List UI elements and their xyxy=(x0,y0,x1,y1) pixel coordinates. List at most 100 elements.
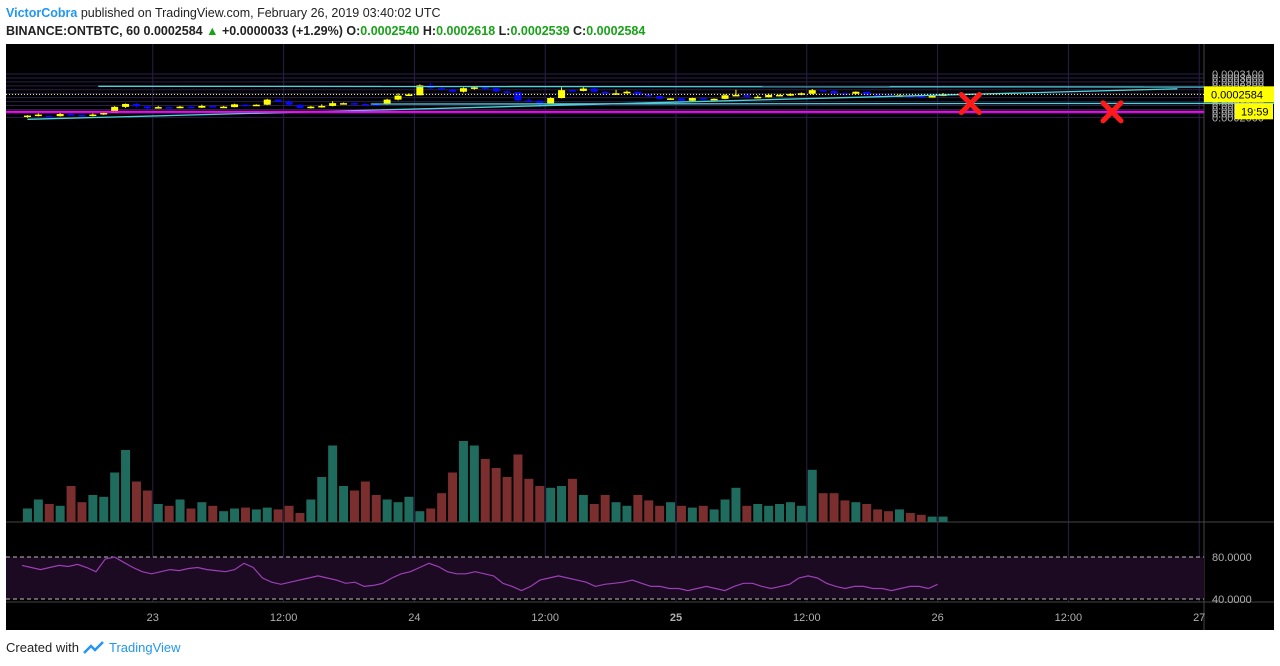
author-link[interactable]: VictorCobra xyxy=(6,6,78,20)
volume-bar xyxy=(393,502,403,522)
candle-body xyxy=(143,106,151,109)
candle-body xyxy=(372,104,380,106)
cross-stroke xyxy=(1100,100,1124,124)
ohlc-line: BINANCE:ONTBTC, 60 0.0002584 ▲ +0.000003… xyxy=(6,22,645,40)
volume-bar xyxy=(840,500,850,522)
rsi-line xyxy=(21,556,938,592)
chart-canvas[interactable]: 0.00031000.00030000.00029000.00028000.00… xyxy=(6,44,1280,630)
candle-body xyxy=(928,96,936,98)
volume-bar xyxy=(295,513,305,522)
price-tick-label: 0.0003100 xyxy=(1212,69,1264,81)
candle-body xyxy=(754,96,762,99)
volume-bar xyxy=(131,481,141,522)
volume-bar xyxy=(480,459,490,522)
time-tick-label: 25 xyxy=(670,612,682,624)
rsi-tick-label: 40.0000 xyxy=(1212,594,1252,606)
volume-bar xyxy=(796,505,806,522)
candle-body xyxy=(634,91,642,95)
volume-bar xyxy=(676,505,686,522)
time-tick-label: 24 xyxy=(408,612,420,624)
volume-bar xyxy=(360,481,370,522)
volume-bar xyxy=(698,505,708,522)
volume-bar xyxy=(894,509,904,522)
volume-bar xyxy=(415,511,425,522)
volume-bar xyxy=(22,508,32,522)
volume-bar xyxy=(622,505,632,522)
volume-bar xyxy=(426,508,436,522)
candle-body xyxy=(776,94,784,97)
volume-bar xyxy=(807,469,817,522)
volume-bar xyxy=(589,504,599,522)
volume-bar xyxy=(55,505,65,522)
volume-bar xyxy=(77,502,87,522)
candle-body xyxy=(89,114,97,117)
volume-bar xyxy=(753,504,763,522)
resistance-line xyxy=(98,85,1280,88)
candle-body xyxy=(492,88,500,92)
candle-body xyxy=(405,94,413,96)
candle-body xyxy=(808,90,816,94)
candle-body xyxy=(307,106,315,109)
candle-body xyxy=(623,91,631,94)
volume-bar xyxy=(546,487,556,522)
volume-bar xyxy=(33,499,43,522)
volume-bar xyxy=(720,499,730,522)
volume-bar xyxy=(437,493,447,522)
candle-body xyxy=(209,105,217,108)
volume-bar xyxy=(873,509,883,522)
candle-body xyxy=(579,88,587,91)
candle-body xyxy=(841,93,849,95)
volume-bar xyxy=(349,490,359,522)
cross-stroke xyxy=(958,92,982,116)
price-tick-label: 0.0002900 xyxy=(1212,77,1264,89)
candle-body xyxy=(590,88,598,92)
volume-bar xyxy=(884,511,894,522)
volume-bar xyxy=(851,502,861,522)
candle-body xyxy=(340,103,348,105)
candle-body xyxy=(78,114,86,117)
candle-body xyxy=(601,91,609,94)
volume-bar xyxy=(66,486,76,522)
candle-body xyxy=(645,94,653,97)
close-value: 0.0002584 xyxy=(586,24,646,38)
tradingview-brand[interactable]: TradingView xyxy=(108,640,181,655)
candle-body xyxy=(274,99,282,102)
published-text: published on TradingView.com, February 2… xyxy=(80,6,441,20)
volume-bar xyxy=(328,445,338,522)
candle-body xyxy=(819,90,827,92)
candle-body xyxy=(547,98,555,104)
volume-bar xyxy=(230,508,240,522)
volume-bar xyxy=(208,505,218,522)
volume-bar xyxy=(862,504,872,522)
time-tick-label: 12:00 xyxy=(531,612,559,624)
volume-bar xyxy=(818,493,828,522)
symbol-label: BINANCE:ONTBTC, 60 xyxy=(6,24,141,38)
rsi-band xyxy=(6,557,1204,599)
candle-body xyxy=(241,104,249,107)
support-line xyxy=(370,102,1280,105)
candle-body xyxy=(176,106,184,109)
candle-body xyxy=(568,90,576,92)
candle-body xyxy=(34,114,42,117)
publish-line: VictorCobra published on TradingView.com… xyxy=(6,4,645,22)
volume-bar xyxy=(219,511,229,522)
volume-bar xyxy=(927,516,937,522)
candle-body xyxy=(863,91,871,95)
candle-body xyxy=(688,98,696,101)
volume-bar xyxy=(273,509,283,522)
candle-body xyxy=(198,105,206,108)
candle-body xyxy=(470,87,478,89)
candle-body xyxy=(56,113,64,117)
volume-bar xyxy=(655,505,665,522)
volume-bar xyxy=(469,445,479,522)
candle-body xyxy=(394,95,402,100)
volume-bar xyxy=(142,490,152,522)
candle-body xyxy=(732,94,740,97)
candle-body xyxy=(656,96,664,99)
candle-body xyxy=(536,100,544,104)
chart-area[interactable]: 0.00031000.00030000.00029000.00028000.00… xyxy=(6,44,1280,630)
candle-body xyxy=(23,115,31,118)
candle-body xyxy=(45,115,53,118)
volume-bar xyxy=(535,486,545,522)
chart-header: VictorCobra published on TradingView.com… xyxy=(6,4,645,40)
